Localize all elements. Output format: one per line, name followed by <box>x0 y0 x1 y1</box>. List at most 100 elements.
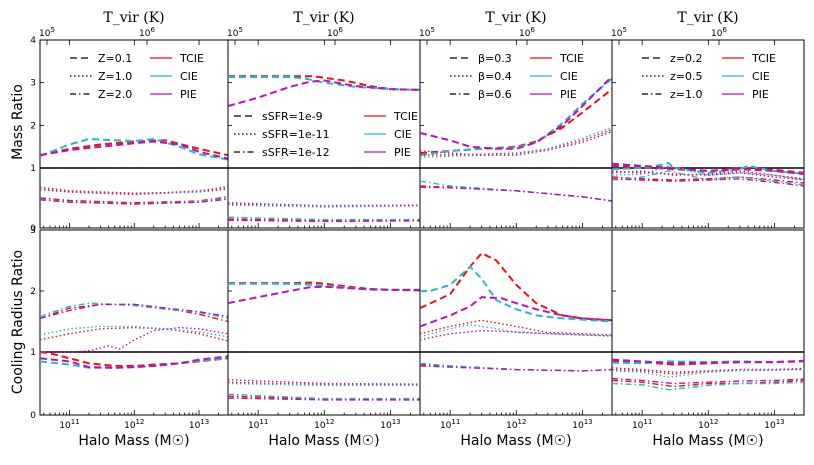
legend-style-label: z=0.2 <box>670 52 702 65</box>
panel-mass-ratio-metallicity: Z=0.1 Z=1.0 Z=2.0 TCIE CIE PIE T_vir (K) 105 106… <box>30 10 229 234</box>
series-line-pie-dotted <box>420 131 612 156</box>
panel-frame <box>611 229 805 416</box>
series-line-pie-dashed <box>228 79 420 108</box>
series-line-tcie-dashdot <box>612 379 804 388</box>
x-axis-label: Halo Mass (M☉) <box>652 433 763 449</box>
series-line-cie-dotted <box>612 368 804 378</box>
series-line-tcie-dotted <box>612 170 804 180</box>
x-axis-label: Halo Mass (M☉) <box>460 433 571 449</box>
legend-color-label: PIE <box>394 146 411 159</box>
x-axis-label: Halo Mass (M☉) <box>78 433 189 449</box>
top-tick-label: 106 <box>139 26 155 39</box>
y-tick-label: 0 <box>30 411 36 421</box>
series-line-pie-dashed <box>420 296 612 328</box>
top-axis-label: T_vir (K) <box>677 10 738 26</box>
top-axis-label: T_vir (K) <box>485 10 546 26</box>
series-line-cie-dashed <box>40 137 228 161</box>
series-line-cie-dashdot <box>228 393 420 400</box>
series-line-pie-dotted <box>420 329 612 341</box>
y-tick-label: 3 <box>30 79 36 89</box>
series-line-pie-dashdot <box>228 397 420 401</box>
x-tick-label: 1012 <box>698 418 718 431</box>
series-line-cie-dashed <box>40 357 228 369</box>
top-tick-label: 106 <box>711 26 727 39</box>
y-tick-label: 0 <box>30 224 36 234</box>
series-line-tcie-dotted <box>40 326 228 342</box>
series-line-cie-dashed <box>228 76 420 91</box>
series-line-pie-dotted <box>228 202 420 207</box>
top-axis-label: T_vir (K) <box>103 10 164 26</box>
y-tick-label: 2 <box>30 287 36 297</box>
x-tick-label: 1012 <box>314 418 334 431</box>
legend-color-label: CIE <box>752 70 770 83</box>
top-axis-label: T_vir (K) <box>293 10 354 26</box>
legend-color-label: PIE <box>752 88 769 101</box>
panel-frame <box>611 39 805 229</box>
top-tick-label: 105 <box>39 26 55 39</box>
legend-color-label: CIE <box>394 128 412 141</box>
legend-style-label: β=0.6 <box>478 88 512 101</box>
legend-style-label: Z=0.1 <box>98 52 132 65</box>
series-line-tcie-dashed <box>228 75 420 91</box>
top-tick-label: 106 <box>327 26 343 39</box>
top-tick-label: 106 <box>519 26 535 39</box>
series-line-pie-dotted <box>612 367 804 373</box>
panel-frame <box>227 229 421 416</box>
series-line-pie-dashdot <box>420 186 612 202</box>
series-line-pie-dashdot <box>420 365 612 372</box>
series-line-cie-dotted <box>40 325 228 338</box>
series-line-cie-dotted <box>228 204 420 208</box>
series-line-pie-dashdot <box>40 303 228 320</box>
series-group <box>228 281 420 401</box>
series-group <box>40 302 228 369</box>
series-line-pie-dotted <box>612 170 804 181</box>
series-group <box>612 358 804 391</box>
x-tick-label: 1011 <box>248 418 268 431</box>
series-line-tcie-dotted <box>40 186 228 194</box>
panel-mass-ratio-ssfr: sSFR=1e-9 sSFR=1e-11 sSFR=1e-12 TCIE CIE PIE T… <box>227 10 421 229</box>
x-tick-label: 1013 <box>572 418 592 431</box>
series-line-cie-dashed <box>228 282 420 292</box>
series-group <box>40 137 228 205</box>
panel-mass-ratio-beta: β=0.3 β=0.4 β=0.6 TCIE CIE PIE T_vir (K) 105 106 <box>419 10 613 229</box>
legend-style-label: sSFR=1e-12 <box>262 146 330 159</box>
series-line-pie-dashed <box>420 75 612 150</box>
y-tick-label: 3 <box>30 226 36 236</box>
y-tick-label: 4 <box>30 36 36 46</box>
top-tick-label: 105 <box>227 26 243 39</box>
panel-mass-ratio-redshift: z=0.2 z=0.5 z=1.0 TCIE CIE PIE T_vir (K) 105 106 <box>611 10 805 229</box>
series-line-pie-dashed <box>228 285 420 305</box>
panels-group: Z=0.1 Z=1.0 Z=2.0 TCIE CIE PIE T_vir (K) 105 106… <box>30 10 805 449</box>
legend-style-label: β=0.3 <box>478 52 512 65</box>
series-line-pie-dashdot <box>228 219 420 223</box>
top-tick-label: 105 <box>611 26 627 39</box>
series-line-pie-dotted <box>40 326 228 353</box>
series-line-cie-dashdot <box>40 197 228 205</box>
legend-color-label: PIE <box>560 88 577 101</box>
legend-style-label: sSFR=1e-9 <box>262 110 323 123</box>
y-label-cooling-radius: Cooling Radius Ratio <box>10 250 26 394</box>
x-axis-label: Halo Mass (M☉) <box>268 433 379 449</box>
legend-style-label: sSFR=1e-11 <box>262 128 330 141</box>
legend-style-label: β=0.4 <box>478 70 512 83</box>
series-line-tcie-dashed <box>420 251 612 322</box>
series-line-cie-dashed <box>420 77 612 157</box>
x-tick-label: 1013 <box>764 418 784 431</box>
x-tick-label: 1013 <box>189 418 209 431</box>
series-group <box>420 251 612 372</box>
x-tick-label: 1011 <box>632 418 652 431</box>
legend-style-label: z=0.5 <box>670 70 702 83</box>
panel-frame <box>39 229 229 416</box>
panel-frame <box>419 229 613 416</box>
legend-color-label: TCIE <box>393 110 418 123</box>
y-tick-label: 1 <box>30 164 36 174</box>
legend-color-label: CIE <box>560 70 578 83</box>
top-tick-label: 105 <box>419 26 435 39</box>
legend-color-label: PIE <box>180 88 197 101</box>
series-line-tcie-dotted <box>420 319 612 336</box>
